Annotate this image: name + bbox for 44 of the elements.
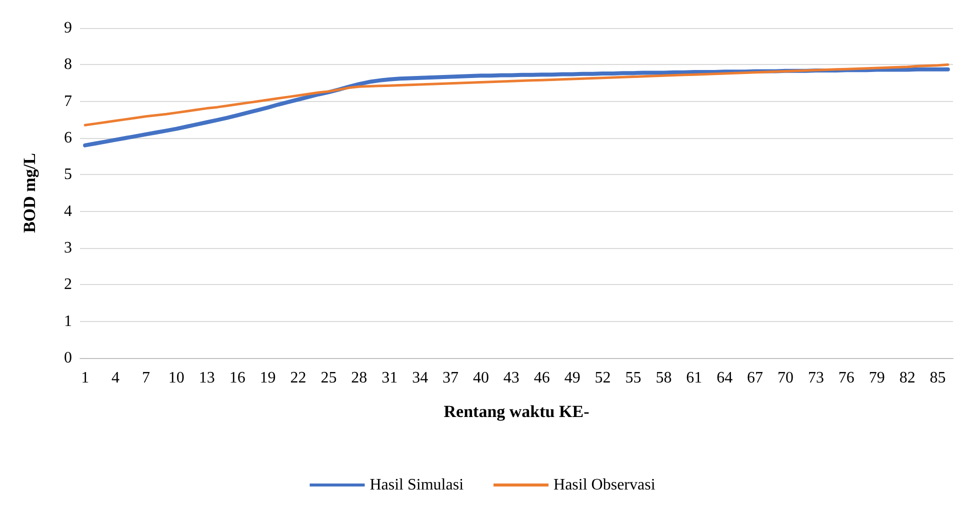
x-tick-label: 13 [198,370,215,386]
x-tick-label: 31 [382,370,398,386]
x-tick-label: 37 [442,370,459,386]
x-tick-label: 16 [229,370,246,386]
y-axis-title: BOD mg/L [20,153,39,233]
x-tick-label: 85 [930,370,946,386]
y-tick-label: 9 [64,20,72,36]
legend-label: Hasil Simulasi [370,476,464,494]
x-tick-label: 43 [503,370,520,386]
y-tick-label: 3 [64,240,72,256]
x-tick-label: 34 [412,370,428,386]
x-axis-title: Rentang waktu KE- [444,402,590,421]
x-tick-label: 25 [320,370,337,386]
x-tick-label: 52 [594,370,611,386]
y-tick-label: 8 [64,56,72,74]
x-tick-label: 28 [351,370,368,386]
y-tick-label: 6 [64,130,72,146]
y-tick-label: 7 [64,92,72,110]
y-tick-label: 1 [64,312,72,330]
y-tick-label: 2 [64,276,72,294]
x-tick-label: 46 [534,370,550,386]
x-tick-label: 22 [290,370,306,386]
y-tick-label: 0 [64,350,72,366]
y-tick-label: 5 [64,166,72,184]
x-tick-label: 19 [260,370,276,386]
legend-label: Hasil Observasi [554,476,656,494]
x-tick-label: 73 [808,370,824,386]
x-tick-label: 76 [838,370,854,386]
x-tick-label: 7 [142,370,150,386]
x-tick-label: 1 [81,370,90,386]
x-tick-label: 4 [112,370,120,386]
x-tick-label: 55 [625,370,642,386]
y-tick-label: 4 [64,202,72,220]
x-tick-label: 40 [472,370,489,386]
x-tick-label: 67 [747,370,764,386]
x-tick-label: 10 [168,370,184,386]
x-tick-label: 58 [656,370,672,386]
x-tick-label: 79 [868,370,885,386]
x-tick-label: 82 [899,370,916,386]
line-series [84,63,950,126]
x-tick-label: 64 [716,370,733,386]
x-tick-label: 49 [564,370,580,386]
x-tick-label: 61 [686,370,702,386]
x-tick-label: 70 [778,370,794,386]
